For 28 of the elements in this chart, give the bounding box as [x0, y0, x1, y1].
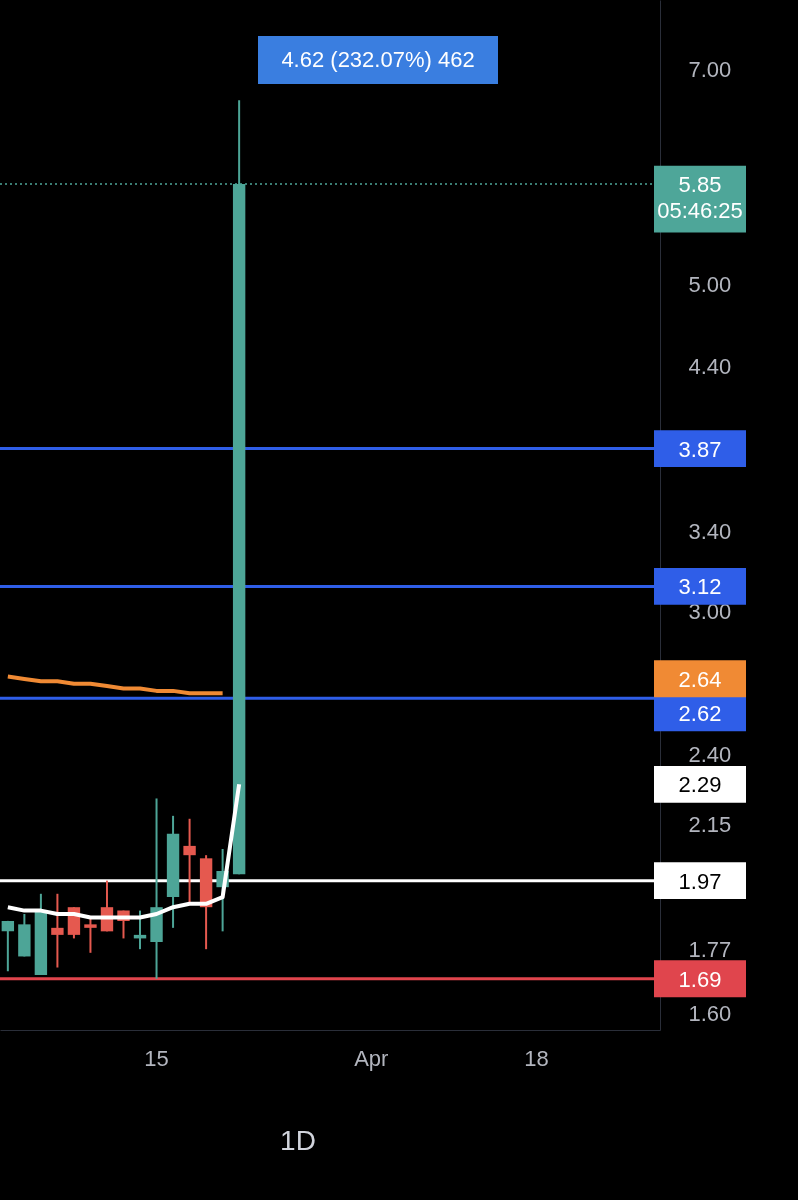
candlestick [51, 892, 64, 969]
y-tick-label: 5.00 [688, 272, 732, 298]
line-series [5, 674, 225, 696]
x-tick-label: 18 [524, 1045, 549, 1071]
candlestick [183, 817, 196, 905]
y-tick-label: 7.00 [688, 56, 732, 82]
ref-line-label: 1.97 [678, 868, 722, 894]
y-tick-label: 3.40 [688, 518, 732, 544]
text: 2.29 [678, 772, 722, 798]
y-tick-label: 2.15 [688, 812, 732, 838]
candlestick [1, 919, 15, 973]
y-tick-label: 1.60 [688, 1001, 732, 1027]
ref-line-label: 5.85 05:46:25 [657, 172, 743, 224]
y-tick-label: 1.77 [688, 936, 732, 962]
annotation: 4.62 (232.07%) 462 [281, 47, 475, 72]
ref-line-label: 1.69 [678, 966, 722, 992]
text: 1D [280, 1125, 316, 1156]
x-tick-label: Apr [354, 1045, 389, 1071]
y-tick-label: 3.00 [688, 599, 732, 624]
text: 2.64 [678, 666, 722, 692]
line-series [5, 782, 242, 920]
y-tick-label: 2.40 [688, 741, 732, 767]
candlestick [84, 916, 97, 954]
ref-line-label: 3.87 [678, 436, 722, 462]
ref-line-label: 2.62 [678, 700, 722, 726]
y-tick-label: 4.40 [688, 353, 732, 379]
ref-line-label: 3.12 [678, 574, 722, 600]
x-tick-label: 15 [144, 1045, 169, 1071]
